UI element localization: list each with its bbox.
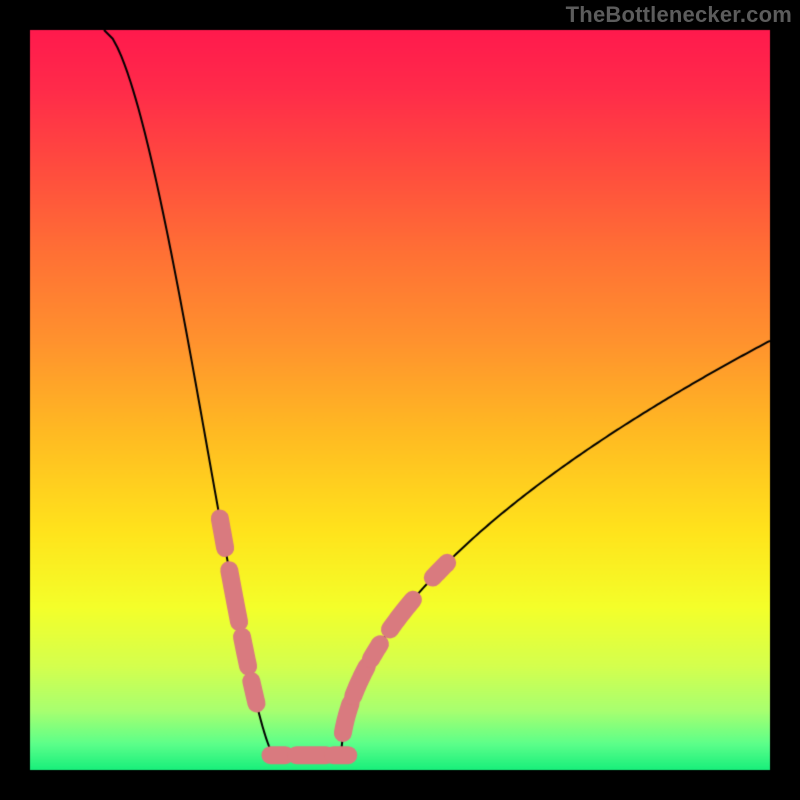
- chart-stage: TheBottlenecker.com: [0, 0, 800, 800]
- valley-chart-canvas: [0, 0, 800, 800]
